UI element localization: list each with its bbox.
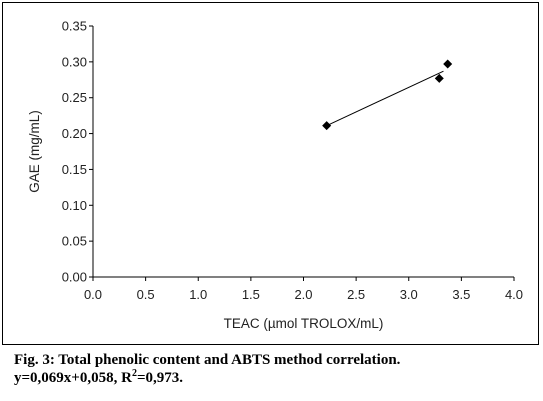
x-tick-label: 3.0: [400, 287, 418, 302]
y-tick-label: 0.05: [62, 234, 87, 249]
data-points: [322, 59, 453, 131]
trendline: [326, 70, 444, 127]
y-tick-label: 0.10: [62, 198, 87, 213]
y-tick-label: 0.25: [62, 90, 87, 105]
x-tick-label: 4.0: [505, 287, 523, 302]
chart-frame: 0.00 0.05 0.10 0.15 0.20 0.25 0.30 0.35 0.0 0.5 1.…: [2, 2, 539, 345]
y-tick-label: 0.20: [62, 126, 87, 141]
data-point: [322, 121, 332, 131]
x-tick-label: 2.0: [294, 287, 312, 302]
ticks: [89, 25, 515, 281]
y-tick-label: 0.35: [62, 19, 87, 34]
x-tick-label: 1.0: [189, 287, 207, 302]
trendline-group: [326, 70, 444, 127]
y-axis-title: GAE (mg/mL): [27, 110, 42, 193]
caption-title: Fig. 3: Total phenolic content and ABTS …: [14, 352, 401, 368]
x-tick-label: 0.5: [137, 287, 155, 302]
caption-equation-superscript: 2: [131, 368, 137, 379]
y-tick-label: 0.00: [62, 270, 87, 285]
figure-caption: Fig. 3: Total phenolic content and ABTS …: [14, 351, 534, 387]
y-tick-label: 0.30: [62, 54, 87, 69]
data-point: [443, 59, 453, 69]
caption-equation-tail: =0,973.: [136, 370, 183, 386]
y-tick-label: 0.15: [62, 162, 87, 177]
caption-equation-text: y=0,069x+0,058, R: [14, 370, 132, 386]
x-tick-label: 3.5: [452, 287, 470, 302]
caption-equation: y=0,069x+0,058, R2=0,973.: [14, 369, 534, 387]
x-tick-label: 2.5: [347, 287, 365, 302]
data-point: [434, 73, 444, 83]
x-axis-title: TEAC (µmol TROLOX/mL): [224, 316, 384, 331]
scatter-chart: 0.00 0.05 0.10 0.15 0.20 0.25 0.30 0.35 0.0 0.5 1.…: [27, 19, 523, 332]
tick-labels: 0.00 0.05 0.10 0.15 0.20 0.25 0.30 0.35 0.0 0.5 1.…: [62, 19, 523, 303]
x-tick-label: 0.0: [84, 287, 102, 302]
x-tick-label: 1.5: [242, 287, 260, 302]
